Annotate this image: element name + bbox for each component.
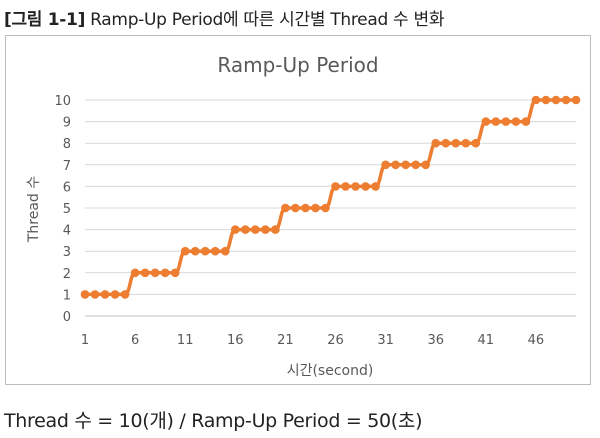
data-point <box>231 225 240 234</box>
data-point <box>351 182 360 191</box>
data-point <box>451 138 461 148</box>
y-tick-label: 6 <box>63 180 71 195</box>
data-point <box>381 160 390 170</box>
data-point <box>561 95 571 105</box>
y-tick-label: 9 <box>63 116 71 131</box>
data-point <box>341 182 350 191</box>
x-axis-label: 시간(second) <box>287 363 374 379</box>
data-point <box>361 182 370 191</box>
y-tick-label: 5 <box>63 202 71 217</box>
series-line <box>85 98 576 297</box>
data-point <box>461 138 471 148</box>
y-tick-label: 2 <box>63 267 71 282</box>
data-point <box>210 246 220 256</box>
data-point <box>471 138 481 148</box>
x-tick-label: 21 <box>277 333 294 348</box>
data-point <box>531 95 541 105</box>
data-point <box>521 117 531 126</box>
data-point <box>371 182 380 191</box>
data-point <box>281 203 290 213</box>
data-point <box>150 268 160 278</box>
data-point <box>421 160 430 170</box>
x-tick-label: 6 <box>131 333 139 348</box>
data-point <box>401 160 410 170</box>
y-tick-label: 7 <box>63 159 71 174</box>
data-point <box>80 290 90 299</box>
data-point <box>551 95 561 105</box>
y-tick-label: 10 <box>54 94 71 109</box>
data-point <box>391 160 400 170</box>
formula-note: Thread 수 = 10(개) / Ramp-Up Period = 50(초… <box>4 410 423 432</box>
data-point <box>110 290 120 299</box>
data-point <box>90 290 100 299</box>
data-point <box>301 203 310 213</box>
x-tick-label: 26 <box>327 333 344 348</box>
data-point <box>261 225 270 234</box>
y-tick-label: 4 <box>63 224 71 239</box>
data-point <box>271 225 280 234</box>
x-tick-label: 16 <box>227 333 244 348</box>
data-point <box>491 117 501 126</box>
x-tick-label: 11 <box>177 333 194 348</box>
y-tick-label: 1 <box>63 288 71 303</box>
data-point <box>100 290 110 299</box>
x-tick-label: 41 <box>478 333 495 348</box>
grid-lines <box>85 99 576 317</box>
y-tick-label: 8 <box>63 137 71 152</box>
x-tick-label: 36 <box>427 333 444 348</box>
data-point <box>501 117 511 126</box>
data-point <box>251 225 260 234</box>
data-point <box>220 246 230 256</box>
data-point <box>571 95 581 105</box>
data-point <box>291 203 300 213</box>
data-point <box>190 246 200 256</box>
data-point <box>411 160 420 170</box>
y-tick-labels: 0 1 2 3 4 5 6 7 8 9 10 <box>54 94 71 325</box>
figure-caption-label: [그림 1-1] <box>4 10 86 30</box>
data-point <box>140 268 150 278</box>
data-point <box>431 138 441 148</box>
data-point <box>311 203 320 213</box>
data-point <box>331 182 340 191</box>
data-point <box>170 268 180 278</box>
chart-title: Ramp-Up Period <box>217 53 378 77</box>
x-tick-labels: 1 6 11 16 21 26 31 36 41 46 <box>81 333 544 348</box>
data-point <box>180 246 190 256</box>
x-tick-label: 1 <box>81 333 89 348</box>
data-point <box>511 117 521 126</box>
data-point <box>241 225 250 234</box>
data-point <box>441 138 451 148</box>
figure-caption: [그림 1-1] Ramp-Up Period에 따른 시간별 Thread 수… <box>4 5 444 30</box>
x-tick-label: 31 <box>377 333 394 348</box>
y-tick-label: 3 <box>63 245 71 260</box>
chart-frame: Ramp-Up Period 0 1 2 3 4 5 6 7 8 9 10 1 6 11 16 21 26 31… <box>5 35 591 385</box>
data-point <box>120 290 130 299</box>
x-tick-label: 46 <box>528 333 545 348</box>
data-point <box>481 117 491 126</box>
figure-caption-text: Ramp-Up Period에 따른 시간별 Thread 수 변화 <box>90 10 445 30</box>
data-point <box>160 268 170 278</box>
data-point <box>130 268 140 278</box>
data-point <box>541 95 551 105</box>
y-axis-label: Thread 수 <box>26 176 42 243</box>
y-tick-label: 0 <box>63 310 71 325</box>
data-point <box>321 203 330 213</box>
data-point <box>200 246 210 256</box>
series-layer <box>80 95 581 299</box>
